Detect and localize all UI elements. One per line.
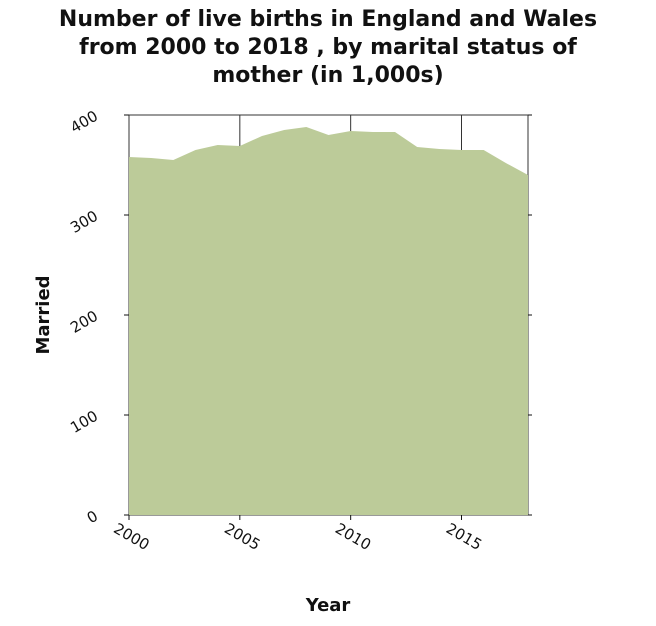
area-series: [129, 127, 528, 515]
plot-area: [128, 114, 529, 516]
y-tick-label: 300: [67, 207, 101, 237]
y-tick-label: 0: [84, 507, 101, 527]
x-tick-label: 2000: [110, 519, 152, 554]
y-axis-title: Married: [33, 275, 54, 354]
chart-title: Number of live births in England and Wal…: [58, 7, 598, 88]
y-tick-label: 400: [67, 107, 101, 137]
y-tick-label: 200: [67, 307, 101, 337]
x-tick-label: 2010: [332, 519, 374, 554]
y-tick-label: 100: [67, 407, 101, 437]
x-axis-title: Year: [305, 595, 351, 616]
x-tick-label: 2005: [221, 519, 263, 554]
x-tick-label: 2015: [443, 519, 485, 554]
